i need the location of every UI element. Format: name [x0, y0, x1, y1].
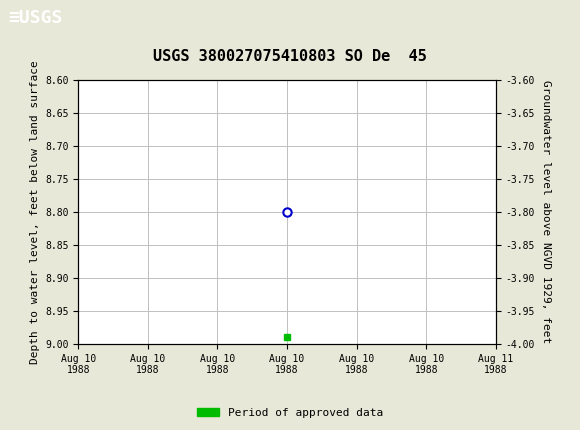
Y-axis label: Depth to water level, feet below land surface: Depth to water level, feet below land su… — [30, 60, 39, 364]
Y-axis label: Groundwater level above NGVD 1929, feet: Groundwater level above NGVD 1929, feet — [541, 80, 550, 344]
Legend: Period of approved data: Period of approved data — [193, 403, 387, 422]
Text: USGS 380027075410803 SO De  45: USGS 380027075410803 SO De 45 — [153, 49, 427, 64]
Text: ≡USGS: ≡USGS — [9, 9, 63, 27]
